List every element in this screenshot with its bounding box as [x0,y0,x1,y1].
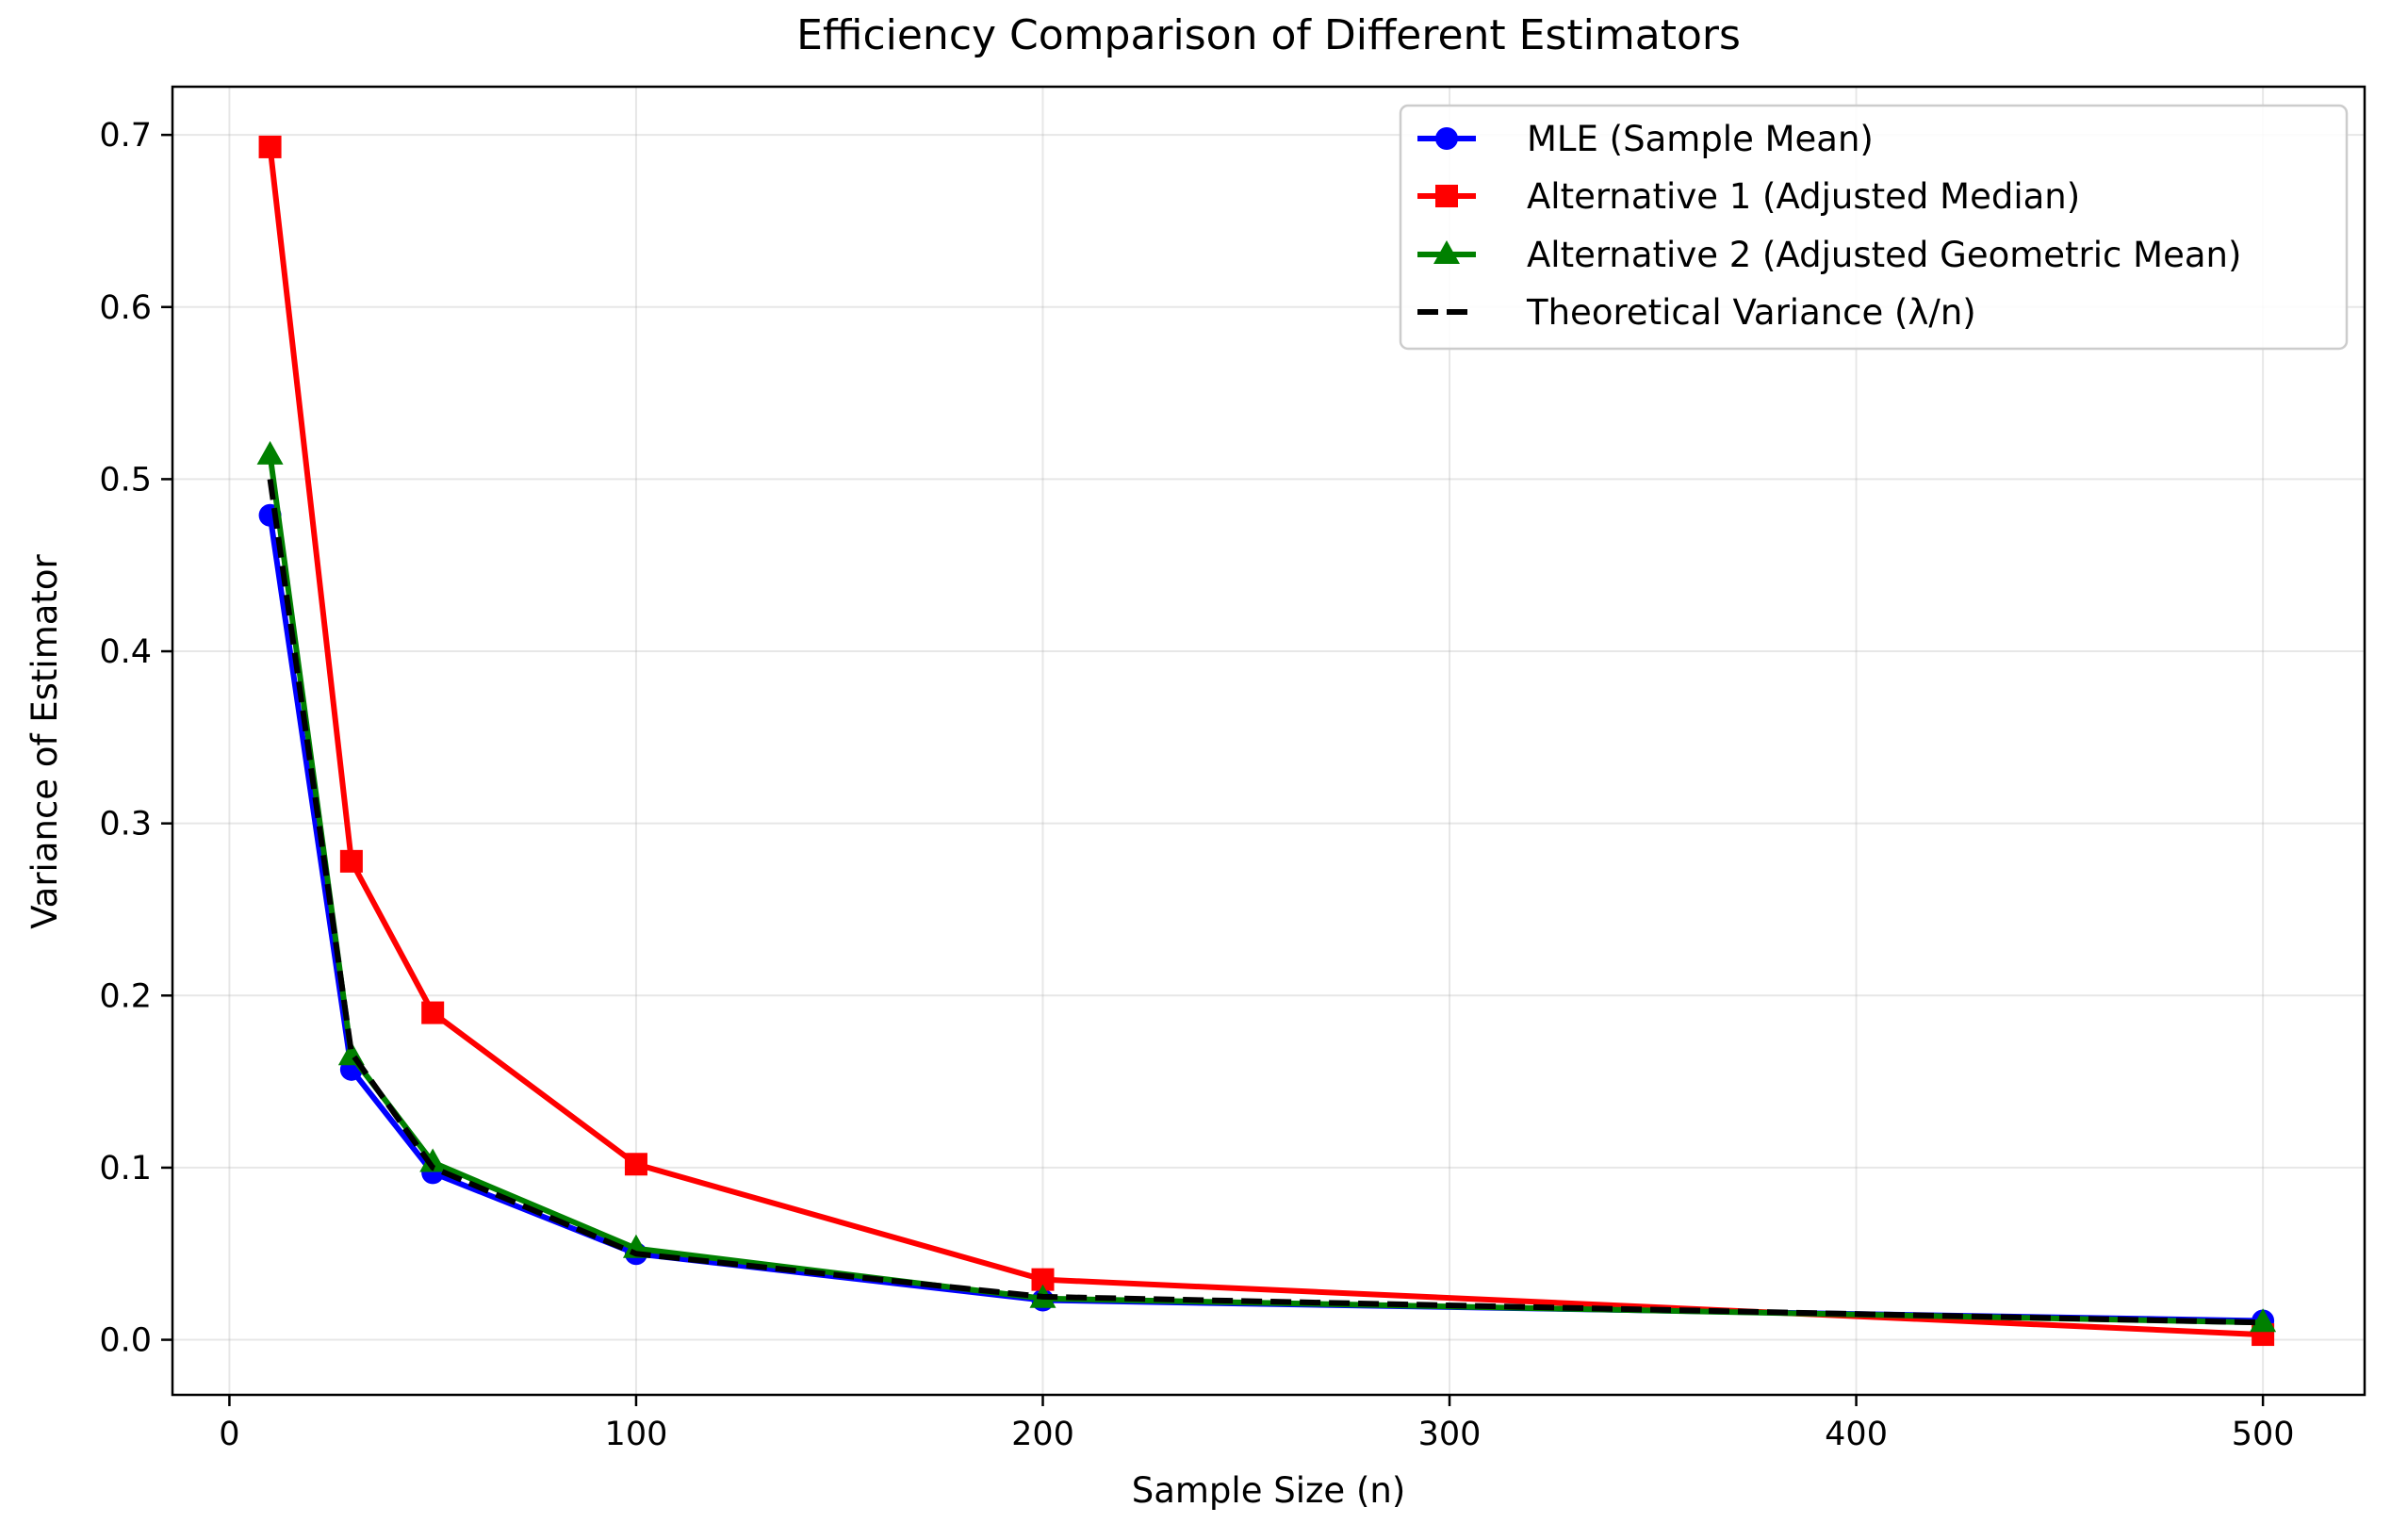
y-tick-label: 0.4 [99,633,152,671]
series-median [258,135,2275,1347]
legend: MLE (Sample Mean) Alternative 1 (Adjuste… [1399,104,2349,351]
y-tick-label: 0.0 [99,1322,152,1360]
data-point-median [421,1001,445,1024]
series-line-theoretical [267,478,2264,1326]
x-tick-label: 100 [605,1416,668,1453]
series-theoretical [267,478,2264,1326]
data-point-geometric [256,440,284,465]
legend-label-geometric: Alternative 2 (Adjusted Geometric Mean) [1527,235,2241,275]
legend-entry-geometric: Alternative 2 (Adjusted Geometric Mean) [1417,235,2241,275]
x-tick-label: 200 [1011,1416,1074,1453]
y-tick-label: 0.7 [99,117,152,155]
legend-marker-median [1435,185,1458,207]
legend-label-mle: MLE (Sample Mean) [1527,119,1874,159]
series-layer [256,135,2277,1347]
legend-entry-theoretical: Theoretical Variance (λ/n) [1417,292,1976,333]
data-point-geometric [2250,1308,2277,1333]
x-tick-label: 400 [1825,1416,1888,1453]
data-point-geometric [419,1148,447,1172]
x-tick-label: 300 [1418,1416,1482,1453]
x-tick-label: 500 [2232,1416,2295,1453]
y-tick-label: 0.6 [99,289,152,327]
x-axis: 0 100 200 300 400 500 [219,1395,2295,1453]
x-axis-label: Sample Size (n) [1132,1470,1406,1511]
legend-entry-mle: MLE (Sample Mean) [1417,119,1874,159]
y-tick-label: 0.2 [99,977,152,1015]
grid-layer [172,87,2365,1395]
legend-marker-mle [1435,127,1458,150]
legend-box [1399,104,2349,351]
data-point-median [258,135,282,158]
legend-label-median: Alternative 1 (Adjusted Median) [1527,176,2080,217]
y-tick-label: 0.5 [99,461,152,499]
data-point-median [339,849,363,873]
legend-label-theoretical: Theoretical Variance (λ/n) [1526,292,1976,333]
plot-area-frame [171,85,2366,1397]
data-point-median [624,1153,647,1176]
series-line-median [267,146,2264,1338]
legend-entry-median: Alternative 1 (Adjusted Median) [1417,176,2080,217]
chart-title: Efficiency Comparison of Different Estim… [796,11,1741,59]
y-tick-label: 0.3 [99,806,152,844]
y-axis: 0.0 0.1 0.2 0.3 0.4 0.5 0.6 0.7 [99,117,172,1360]
legend-marker-geometric [1433,240,1460,264]
y-tick-label: 0.1 [99,1150,152,1188]
x-tick-label: 0 [219,1416,239,1453]
y-axis-label: Variance of Estimator [25,553,65,928]
